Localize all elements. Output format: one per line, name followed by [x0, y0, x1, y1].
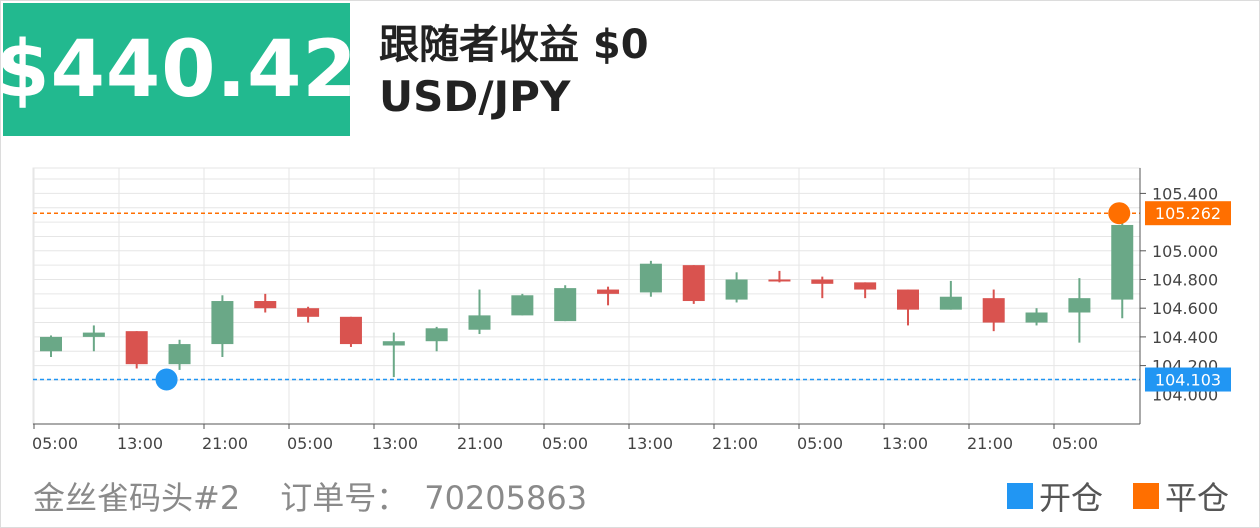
legend-open: 开仓	[1006, 473, 1103, 519]
candle-body	[1111, 224, 1134, 300]
open-marker	[155, 368, 178, 391]
x-tick-label: 21:00	[457, 434, 503, 453]
profit-box: $440.42	[0, 3, 357, 136]
close-swatch-icon	[1132, 483, 1159, 509]
x-tick-label: 13:00	[117, 434, 163, 453]
x-tick-label: 13:00	[372, 434, 418, 453]
candle-body	[597, 289, 620, 294]
close-marker	[1108, 202, 1131, 225]
candle-body	[982, 298, 1005, 323]
y-tick-label: 104.600	[1152, 299, 1218, 318]
candle-body	[382, 341, 405, 346]
y-tick-label: 104.400	[1152, 328, 1218, 347]
candle-body	[1068, 298, 1091, 313]
candle-body	[211, 301, 234, 345]
candle-body	[725, 279, 748, 300]
x-tick-label: 05:00	[542, 434, 588, 453]
y-tick-label: 105.000	[1152, 242, 1218, 261]
order-number: 70205863	[424, 479, 588, 517]
candlestick-chart: 05:00 13:00 21:00 05:00 13:00 21:00 05:00 13:00…	[32, 167, 1231, 453]
candle-body	[425, 328, 448, 342]
x-tick-label: 05:00	[797, 434, 843, 453]
candle-body	[297, 308, 320, 317]
open-swatch-icon	[1006, 483, 1033, 509]
candle-body	[511, 295, 534, 316]
candle-body	[125, 331, 148, 365]
candle-body	[168, 344, 191, 365]
x-tick-label: 21:00	[967, 434, 1013, 453]
candle-body	[1025, 312, 1048, 323]
candle-body	[768, 279, 791, 282]
close-price-badge-bg	[1145, 201, 1231, 226]
x-tick-label: 13:00	[882, 434, 928, 453]
y-tick-label: 105.400	[1152, 184, 1218, 203]
plot-border	[32, 167, 1141, 425]
candle-body	[939, 296, 962, 310]
candle-body	[554, 288, 577, 322]
header-info: 跟随者收益 $0 USD/JPY	[379, 19, 649, 123]
candle-body	[339, 316, 362, 345]
trade-info: 金丝雀码头#2 订单号： 70205863	[33, 473, 587, 519]
legend-open-label: 开仓	[1038, 479, 1103, 517]
x-tick-label: 05:00	[1052, 434, 1098, 453]
profit-value: $440.42	[0, 24, 358, 115]
open-price-badge-label: 104.103	[1155, 371, 1221, 390]
order-number-label: 订单号：	[280, 479, 409, 517]
candle-body	[811, 279, 834, 284]
candle-body	[254, 301, 277, 309]
candle-body	[40, 336, 62, 352]
candle-body	[854, 282, 877, 290]
candle-body	[897, 289, 919, 310]
open-price-badge-bg	[1145, 367, 1231, 392]
source-name: 金丝雀码头#2	[33, 479, 241, 517]
legend-close-label: 平仓	[1164, 479, 1229, 517]
candle-body	[639, 263, 662, 293]
candle-body	[468, 315, 491, 330]
legend: 开仓 平仓	[977, 473, 1229, 519]
x-tick-label: 05:00	[32, 434, 78, 453]
x-tick-label: 05:00	[287, 434, 333, 453]
y-tick-label: 104.800	[1152, 271, 1218, 290]
legend-close: 平仓	[1132, 473, 1229, 519]
x-tick-label: 21:00	[712, 434, 758, 453]
candle-body	[82, 332, 105, 337]
candle-body	[682, 265, 705, 302]
x-tick-label: 13:00	[627, 434, 673, 453]
follower-profit: 跟随者收益 $0	[379, 22, 649, 68]
close-price-badge-label: 105.262	[1155, 204, 1221, 223]
x-tick-label: 21:00	[202, 434, 248, 453]
currency-pair: USD/JPY	[379, 72, 571, 121]
